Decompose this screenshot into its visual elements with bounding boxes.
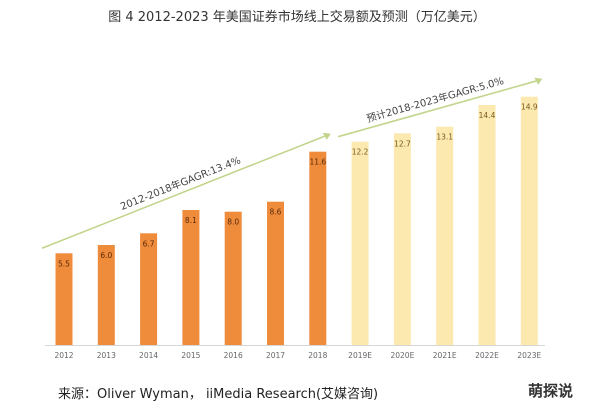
value-label-2014: 6.7: [143, 239, 155, 248]
trend-line-2: [337, 79, 538, 138]
value-label-2016: 8.0: [227, 218, 239, 227]
bar-2016: [224, 211, 242, 345]
bar-2012: [55, 253, 73, 345]
chart-source: 来源：Oliver Wyman， iiMedia Research(艾媒咨询): [58, 387, 379, 402]
value-label-2021E: 13.1: [436, 133, 453, 142]
x-tick-2023E: 2023E: [517, 351, 541, 360]
value-label-2017: 8.6: [270, 208, 282, 217]
bar-2014: [140, 233, 158, 345]
bar-2022E: [478, 105, 496, 345]
x-tick-2014: 2014: [139, 351, 158, 360]
x-tick-labels: 2012 2013 2014 2015 2016 2017 2018 2019E 2020E 20…: [54, 351, 541, 360]
bar-2023E: [520, 96, 538, 345]
bars-layer: [55, 96, 538, 345]
x-tick-2019E: 2019E: [348, 351, 372, 360]
trend-arrow-2: [534, 77, 543, 85]
value-label-2020E: 12.7: [394, 139, 411, 148]
x-tick-2021E: 2021E: [433, 351, 457, 360]
x-tick-2015: 2015: [181, 351, 200, 360]
bar-2013: [97, 245, 115, 345]
trend-arrow-1: [322, 132, 331, 140]
trend-line-1: [41, 134, 327, 250]
x-tick-2013: 2013: [97, 351, 116, 360]
x-tick-2017: 2017: [266, 351, 285, 360]
x-tick-2016: 2016: [224, 351, 243, 360]
value-label-2012: 5.5: [58, 259, 70, 268]
x-tick-2020E: 2020E: [390, 351, 414, 360]
bar-2020E: [393, 133, 411, 345]
watermark: 萌探说: [528, 382, 574, 400]
bar-2017: [267, 201, 284, 345]
bar-2018: [309, 151, 327, 345]
trend-layer: 2012-2018年GAGR:13.4%预计2018-2023年GAGR:5.0…: [41, 74, 543, 250]
chart-title: 图 4 2012-2023 年美国证券市场线上交易额及预测（万亿美元）: [108, 10, 486, 25]
x-tick-2022E: 2022E: [475, 351, 499, 360]
x-tick-2018: 2018: [308, 351, 327, 360]
value-label-2018: 11.6: [309, 158, 326, 167]
bar-2015: [182, 210, 200, 345]
bar-2019E: [351, 141, 369, 345]
value-label-2015: 8.1: [185, 216, 197, 225]
trend-annotation-1: 2012-2018年GAGR:13.4%: [118, 153, 242, 212]
x-tick-2012: 2012: [54, 351, 73, 360]
value-label-2022E: 14.4: [479, 111, 496, 120]
bar-2021E: [436, 126, 454, 345]
value-labels-layer: 5.5 6.0 6.7 8.1 8.0 8.6 11.6 12.2 12.7 13.1 14.4 14…: [58, 103, 538, 269]
value-label-2019E: 12.2: [352, 148, 369, 157]
value-label-2023E: 14.9: [521, 103, 538, 112]
value-label-2013: 6.0: [100, 251, 112, 260]
